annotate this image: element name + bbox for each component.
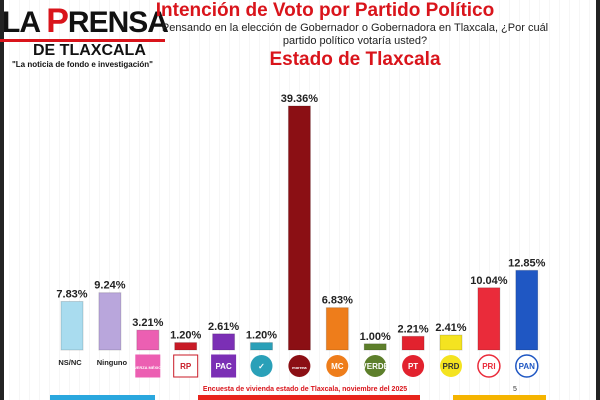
data-label-12: 12.85% — [508, 257, 546, 269]
data-label-0: 7.83% — [56, 288, 87, 300]
logo-main: LA PRENSA — [2, 2, 169, 40]
footer-bar-blue — [50, 395, 155, 400]
data-label-5: 1.20% — [246, 330, 277, 342]
data-label-7: 6.83% — [322, 295, 353, 307]
party-logo-text-9: PT — [408, 362, 418, 371]
data-label-6: 39.36% — [281, 93, 319, 105]
data-label-8: 1.00% — [360, 331, 391, 343]
party-logo-text-5: ✓ — [258, 362, 265, 371]
party-logo-text-11: PRI — [482, 362, 495, 371]
data-label-4: 2.61% — [208, 321, 239, 333]
la-prensa-logo: LA PRENSA DE TLAXCALA "La noticia de fon… — [0, 2, 170, 69]
data-label-9: 2.21% — [397, 323, 428, 335]
chart-title: Intención de Voto por Partido Político — [155, 0, 495, 21]
party-logo-text-4: PAC — [215, 362, 232, 371]
bar-12 — [515, 269, 539, 351]
party-logo-8 — [364, 355, 387, 377]
party-logo-11 — [477, 354, 501, 378]
data-label-10: 2.41% — [435, 322, 466, 334]
party-logo-text-12: PAN — [519, 362, 536, 371]
party-logo-7 — [326, 355, 349, 377]
party-logo-3 — [173, 354, 199, 378]
party-logo-text-10: PRD — [443, 362, 460, 371]
survey-source: Encuesta de vivienda estado de Tlaxcala,… — [202, 386, 408, 393]
party-logo-10 — [440, 355, 462, 377]
bar-8 — [363, 343, 387, 351]
page-number: 5 — [513, 386, 517, 393]
party-logo-4 — [211, 354, 237, 378]
logo-divider — [0, 39, 165, 42]
category-label-1: Ninguno — [97, 358, 128, 367]
party-logo-text-3: RP — [180, 362, 192, 371]
party-logo-2 — [135, 354, 161, 378]
party-logo-text-6: morena — [292, 365, 307, 370]
bar-7 — [325, 307, 349, 351]
party-logo-6 — [288, 355, 311, 377]
bar-0 — [60, 300, 84, 351]
data-label-3: 1.20% — [170, 330, 201, 342]
frame-border-left — [0, 0, 4, 400]
chart-subtitle: Estado de Tlaxcala — [269, 49, 441, 70]
data-label-2: 3.21% — [132, 317, 163, 329]
bar-3 — [174, 342, 198, 351]
bar-1 — [98, 292, 122, 351]
footer-bar-red — [198, 395, 420, 400]
bar-2 — [136, 329, 160, 351]
data-label-11: 10.04% — [470, 275, 508, 287]
data-label-1: 9.24% — [94, 280, 125, 292]
footer-bar-yellow — [453, 395, 546, 400]
party-logo-9 — [402, 355, 425, 377]
frame-border-right — [596, 0, 600, 400]
party-logo-12 — [515, 354, 539, 378]
bar-6 — [287, 105, 311, 351]
party-logo-text-2: FUERZA MÉXICO — [131, 365, 164, 370]
bar-11 — [477, 287, 501, 351]
bar-4 — [212, 333, 236, 351]
party-logo-text-8: VERDE — [361, 362, 389, 371]
party-logo-text-7: MC — [331, 362, 344, 371]
logo-sub: DE TLAXCALA — [33, 42, 146, 59]
bar-5 — [250, 342, 273, 351]
bar-10 — [439, 334, 463, 351]
survey-question: Pensando en la elección de Gobernador o … — [161, 22, 549, 47]
logo-tagline: "La noticia de fondo e investigación" — [12, 60, 153, 69]
category-label-0: NS/NC — [58, 358, 82, 367]
bar-9 — [401, 335, 425, 351]
party-logo-5 — [250, 355, 273, 377]
